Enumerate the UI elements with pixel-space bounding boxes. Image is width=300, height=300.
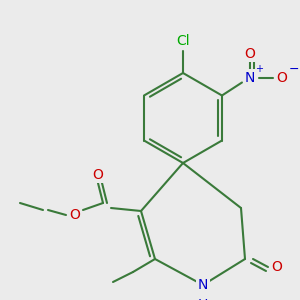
Text: H: H bbox=[198, 298, 208, 300]
Text: O: O bbox=[244, 46, 255, 61]
Text: N: N bbox=[198, 278, 208, 292]
Text: +: + bbox=[255, 64, 263, 74]
Text: O: O bbox=[93, 168, 104, 182]
Text: O: O bbox=[70, 208, 80, 222]
Text: O: O bbox=[277, 70, 287, 85]
Text: O: O bbox=[272, 260, 282, 274]
Text: Cl: Cl bbox=[176, 34, 190, 48]
Text: −: − bbox=[289, 63, 299, 76]
Text: N: N bbox=[245, 70, 255, 85]
